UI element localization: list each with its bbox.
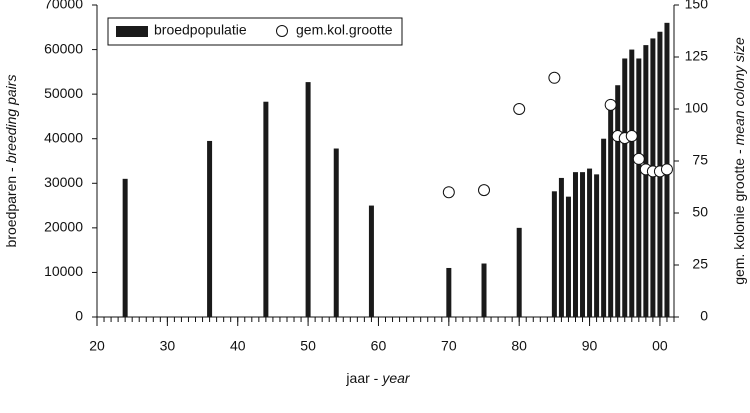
y2-tick-label: 75 [692, 152, 708, 168]
bar [481, 263, 487, 317]
bar [333, 148, 339, 317]
y2-label-nl: gem. kolonie grootte - [731, 149, 747, 285]
bar [551, 191, 557, 317]
point [625, 130, 638, 143]
x-tick-label: 60 [371, 338, 387, 354]
x-tick-label: 70 [441, 338, 457, 354]
y-tick-label: 50000 [44, 85, 83, 101]
bar [636, 58, 642, 317]
point [442, 186, 455, 199]
x-tick-label: 90 [582, 338, 598, 354]
bar [601, 138, 607, 317]
point [548, 71, 561, 84]
y-axis-label: broedparen - breeding pairs [3, 75, 19, 248]
bar [587, 168, 593, 317]
legend-swatch [276, 25, 288, 37]
bar [650, 38, 656, 318]
bar [580, 172, 586, 317]
point [604, 98, 617, 111]
y2-tick-label: 0 [700, 308, 708, 324]
legend-swatch [116, 26, 148, 37]
bar [572, 172, 578, 317]
x-tick-label: 40 [230, 338, 246, 354]
x-tick-label: 30 [160, 338, 176, 354]
y-tick-label: 10000 [44, 263, 83, 279]
legend-label: broedpopulatie [154, 22, 247, 38]
y2-tick-label: 25 [692, 256, 708, 272]
legend-box [107, 17, 403, 46]
bar [629, 49, 635, 317]
x-tick-label: 80 [511, 338, 527, 354]
y-tick-label: 20000 [44, 219, 83, 235]
bar [122, 178, 128, 317]
y-tick-label: 60000 [44, 40, 83, 56]
bar [263, 101, 269, 317]
y-label-nl: broedparen - [3, 167, 19, 248]
bar [594, 174, 600, 317]
y-tick-label: 40000 [44, 129, 83, 145]
y2-tick-label: 100 [685, 100, 709, 116]
bar [608, 103, 614, 317]
y2-tick-label: 50 [692, 204, 708, 220]
bar [615, 85, 621, 317]
legend-label: gem.kol.grootte [296, 22, 393, 38]
y-tick-label: 70000 [44, 0, 83, 12]
x-axis-label: jaar - year [345, 370, 410, 386]
point [478, 184, 491, 197]
x-label-en: year [381, 370, 411, 386]
y-label-en: breeding pairs [3, 75, 19, 164]
y2-axis-label: gem. kolonie grootte - mean colony size [731, 37, 747, 285]
bar [558, 177, 564, 317]
bar [643, 45, 649, 317]
y2-tick-label: 150 [685, 0, 709, 12]
y2-tick-label: 125 [685, 48, 709, 64]
bar [622, 58, 628, 317]
x-tick-label: 20 [89, 338, 105, 354]
bar [368, 205, 374, 317]
bar [446, 267, 452, 317]
x-tick-label: 00 [652, 338, 668, 354]
y-tick-label: 30000 [44, 174, 83, 190]
point [632, 152, 645, 165]
bar [516, 227, 522, 317]
x-label-nl: jaar - [345, 370, 378, 386]
x-tick-label: 50 [300, 338, 316, 354]
bar [207, 140, 213, 317]
y-tick-label: 0 [75, 308, 83, 324]
point [513, 103, 526, 115]
y2-label-en: mean colony size [731, 37, 747, 145]
point [660, 163, 673, 176]
bar [305, 82, 311, 317]
bar [565, 196, 571, 317]
